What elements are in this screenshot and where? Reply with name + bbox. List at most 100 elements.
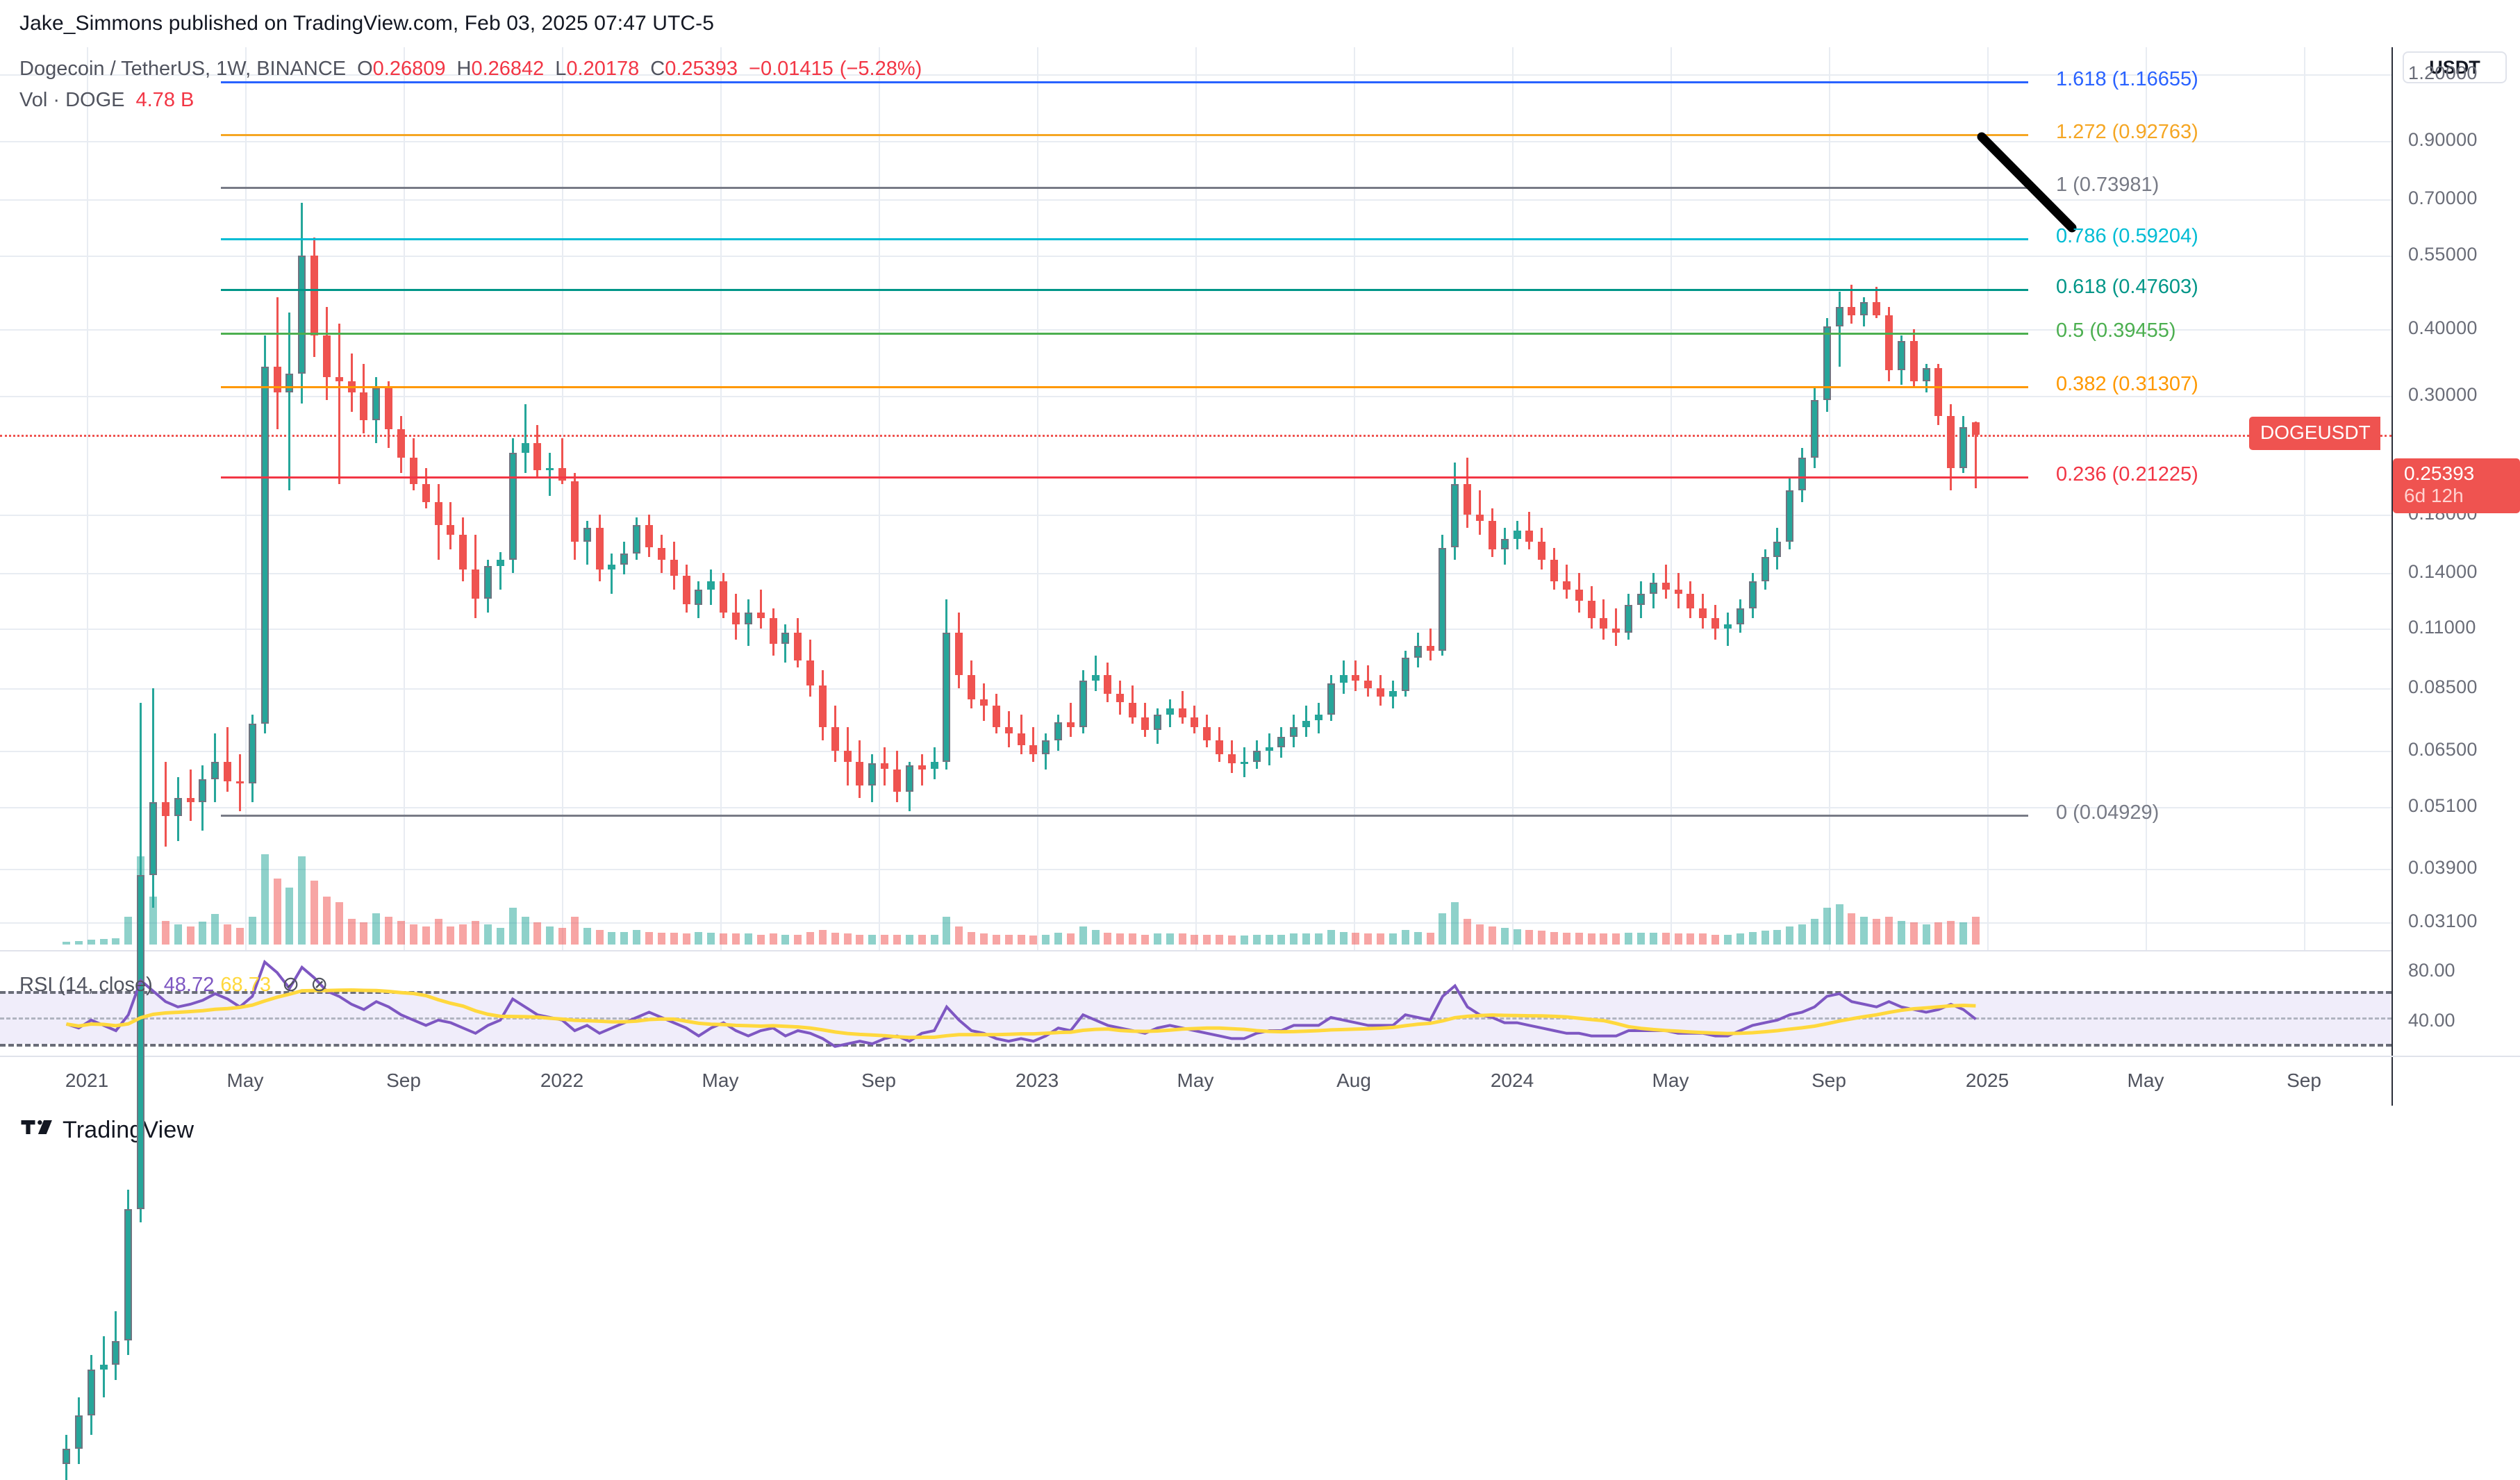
- candle-body: [1153, 714, 1161, 731]
- fib-line-1[interactable]: [221, 186, 2028, 189]
- price-tick-0.55000: 0.55000: [2408, 243, 2478, 265]
- fib-line-0.382[interactable]: [221, 385, 2028, 388]
- price-tick-0.11000: 0.11000: [2408, 617, 2476, 638]
- candle-body: [149, 802, 157, 875]
- chart-legend[interactable]: Dogecoin / TetherUS, 1W, BINANCE O 0.2680…: [19, 56, 922, 114]
- candle-body: [1004, 726, 1013, 734]
- volume-bar: [211, 914, 219, 945]
- gridline-v-7: [1195, 47, 1197, 950]
- rsi-level-70: [0, 991, 2391, 994]
- volume-bar: [472, 920, 480, 945]
- volume-bar: [1761, 931, 1769, 945]
- volume-bar: [521, 917, 529, 945]
- legend-low-label: L: [555, 58, 567, 80]
- candle-wick: [524, 404, 527, 474]
- fib-line-1.272[interactable]: [221, 134, 2028, 137]
- candle-body: [1178, 708, 1186, 717]
- volume-bar: [1525, 929, 1534, 945]
- rsi-scale: 80.00 40.00: [2391, 950, 2520, 1056]
- volume-bar: [161, 920, 169, 945]
- volume-bar: [496, 928, 504, 945]
- candle-wick: [1726, 612, 1729, 647]
- legend-symbol-title[interactable]: Dogecoin / TetherUS, 1W, BINANCE: [19, 58, 347, 80]
- rsi-tick-80: 80.00: [2408, 960, 2455, 981]
- candle-body: [769, 618, 777, 645]
- time-scale[interactable]: 2021 May Sep 2022 May Sep 2023 May Aug 2024 May Sep…: [0, 1056, 2520, 1107]
- candle-body: [174, 797, 182, 817]
- candle-body: [1066, 722, 1075, 727]
- candle-body: [372, 388, 381, 421]
- volume-bar: [881, 934, 889, 945]
- rsi-indicator-pane[interactable]: RSI (14, close) 48.72 68.73 ⊘ ⊘: [0, 950, 2391, 1056]
- candle-body: [1798, 457, 1806, 490]
- fib-label-0.618: 0.618 (0.47603): [2056, 276, 2198, 298]
- fib-line-0[interactable]: [221, 815, 2028, 817]
- volume-bar: [1674, 933, 1682, 945]
- rsi-legend-name[interactable]: RSI (14, close): [19, 974, 153, 996]
- candle-body: [633, 524, 641, 554]
- price-scale[interactable]: USDT 1.20000 0.90000 0.70000 0.55000 0.40000…: [2391, 47, 2520, 950]
- candle-body: [570, 481, 579, 542]
- candle-body: [1736, 608, 1744, 625]
- candle-body: [409, 457, 417, 485]
- volume-bar: [1736, 933, 1744, 945]
- candle-body: [1860, 301, 1868, 315]
- candle-body: [273, 367, 281, 392]
- volume-bar: [235, 928, 244, 945]
- rsi-plot: [65, 959, 1977, 1048]
- candle-body: [1575, 590, 1583, 601]
- candle-body: [1042, 740, 1050, 754]
- fib-line-1.618[interactable]: [221, 81, 2028, 83]
- volume-bar: [63, 942, 70, 945]
- gridline-v-12: [1987, 47, 1989, 950]
- volume-bar: [447, 926, 455, 945]
- tradingview-logo[interactable]: TradingView: [21, 1117, 194, 1144]
- candle-body: [1079, 680, 1087, 727]
- volume-bar: [918, 934, 926, 945]
- price-tick-0.30000: 0.30000: [2408, 384, 2478, 406]
- legend-volume-label[interactable]: Vol · DOGE: [19, 89, 125, 112]
- volume-bar: [1314, 933, 1323, 945]
- candle-wick: [499, 552, 501, 590]
- price-chart-pane[interactable]: 1.618 (1.16655) 1.272 (0.92763) 1 (0.73981…: [0, 47, 2391, 1480]
- candle-body: [905, 765, 913, 792]
- candle-body: [1302, 720, 1310, 727]
- candle-wick: [586, 521, 588, 565]
- candle-wick: [1850, 284, 1853, 324]
- volume-bar: [781, 934, 790, 945]
- fib-label-0: 0 (0.04929): [2056, 801, 2160, 824]
- volume-bar: [968, 931, 976, 945]
- volume-bar: [149, 897, 157, 945]
- volume-bar: [769, 933, 777, 945]
- legend-ohlc-row: Dogecoin / TetherUS, 1W, BINANCE O 0.2680…: [19, 56, 922, 83]
- time-tick-aug-8: Aug: [1336, 1070, 1371, 1091]
- candle-body: [1637, 593, 1645, 605]
- volume-bar: [74, 940, 83, 945]
- time-tick-2025-12: 2025: [1965, 1070, 2009, 1091]
- candle-wick: [1429, 629, 1432, 660]
- volume-bar: [806, 931, 814, 945]
- legend-high-label: H: [456, 58, 472, 80]
- volume-bar: [285, 888, 294, 945]
- fib-line-0.618[interactable]: [221, 289, 2028, 291]
- rsi-legend[interactable]: RSI (14, close) 48.72 68.73 ⊘ ⊘: [19, 972, 328, 997]
- volume-bar: [1277, 934, 1286, 945]
- volume-bar: [1227, 935, 1236, 945]
- candle-body: [1897, 341, 1905, 371]
- volume-bar: [422, 926, 430, 945]
- volume-bar: [570, 917, 579, 945]
- time-tick-sep-14: Sep: [2287, 1070, 2321, 1091]
- fib-line-0.5[interactable]: [221, 332, 2028, 335]
- footer: TradingView: [0, 1106, 2520, 1163]
- candle-body: [881, 763, 889, 770]
- candle-body: [124, 1208, 133, 1341]
- volume-bar: [1029, 935, 1038, 945]
- candle-body: [1661, 583, 1670, 590]
- fib-line-0.786[interactable]: [221, 238, 2028, 241]
- fib-label-0.786: 0.786 (0.59204): [2056, 225, 2198, 248]
- volume-bar: [1600, 933, 1608, 945]
- volume-bar: [546, 926, 554, 945]
- fib-line-0.236[interactable]: [221, 476, 2028, 479]
- volume-bar: [843, 933, 852, 945]
- volume-bar: [756, 934, 765, 945]
